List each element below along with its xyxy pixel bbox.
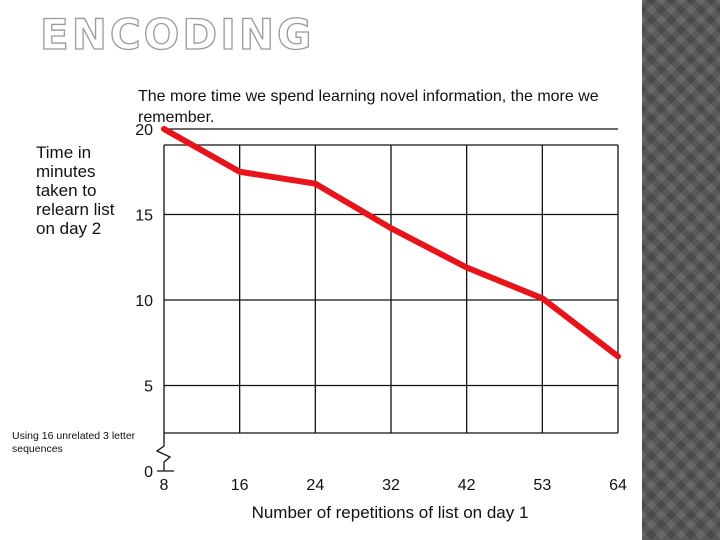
y-axis-break-line <box>155 433 172 471</box>
chart-subtitle: The more time we spend learning novel in… <box>138 88 599 126</box>
series-line <box>161 126 621 360</box>
y-tick-label: 10 <box>135 293 153 310</box>
slide-title: ENCODING <box>39 9 315 59</box>
chart-grid <box>163 128 619 434</box>
decorative-side-panel <box>642 0 720 540</box>
y-tick-label: 15 <box>135 208 153 225</box>
y-tick-label: 0 <box>144 464 153 481</box>
y-tick-label: 20 <box>135 122 153 139</box>
x-axis-label: Number of repetitions of list on day 1 <box>251 503 529 522</box>
y-tick-label: 5 <box>144 379 153 396</box>
x-tick-label: 64 <box>609 477 627 494</box>
x-tick-label: 24 <box>306 477 324 494</box>
axis-break <box>155 433 174 472</box>
x-tick-label: 8 <box>160 477 169 494</box>
chart-note: Using 16 unrelated 3 letter sequences <box>12 430 136 455</box>
x-tick-label: 53 <box>533 477 551 494</box>
x-tick-label: 42 <box>458 477 476 494</box>
tick-labels: 8 16 24 32 42 53 64 0 5 10 15 20 <box>135 122 627 494</box>
x-tick-label: 32 <box>382 477 400 494</box>
y-axis-label: Time in minutes taken to relearn list on… <box>36 143 115 238</box>
x-tick-label: 16 <box>231 477 249 494</box>
